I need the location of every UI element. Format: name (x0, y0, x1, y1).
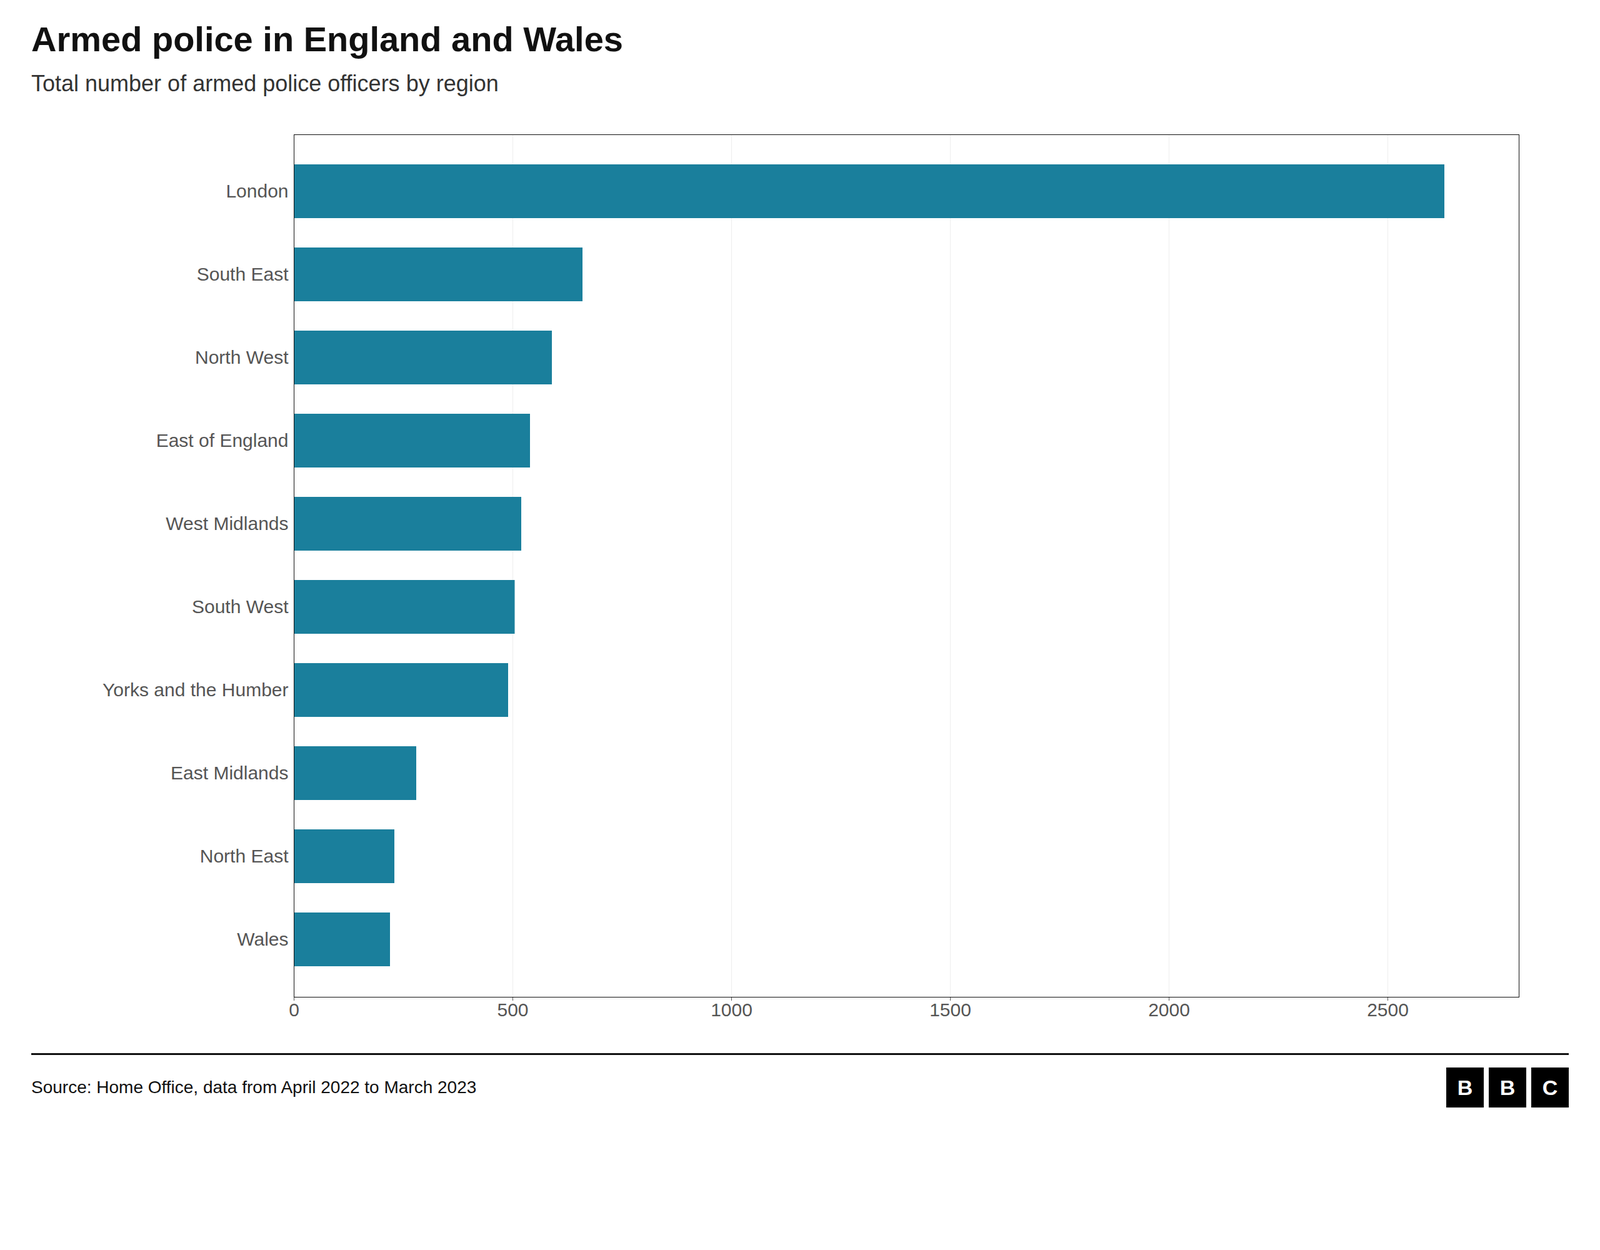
svg-text:East Midlands: East Midlands (170, 762, 289, 784)
svg-text:2000: 2000 (1148, 999, 1190, 1020)
html-text:B: B (1499, 1075, 1516, 1100)
svg-text:Wales: Wales (236, 928, 289, 950)
svg-text:London: London (225, 180, 289, 202)
html-text:Source: Home Office, data from: Source: Home Office, data from April 202… (31, 1077, 477, 1097)
svg-text:500: 500 (496, 999, 529, 1020)
html-text:B: B (1457, 1075, 1473, 1100)
svg-text:2500: 2500 (1366, 999, 1409, 1020)
svg-text:Yorks and the Humber: Yorks and the Humber (102, 679, 289, 700)
svg-text:West Midlands: West Midlands (165, 513, 289, 534)
svg-text:1000: 1000 (710, 999, 753, 1020)
html-text:Armed police in England and Wa: Armed police in England and Wales (31, 19, 624, 59)
svg-text:1500: 1500 (929, 999, 972, 1020)
svg-text:North East: North East (200, 845, 289, 867)
svg-text:South East: South East (196, 263, 289, 285)
svg-text:0: 0 (288, 999, 300, 1020)
svg-text:North West: North West (195, 346, 289, 368)
html-text:C: C (1542, 1075, 1558, 1100)
html-text:Total number of armed police o: Total number of armed police officers by… (31, 70, 499, 97)
svg-text:South West: South West (191, 596, 289, 617)
svg-text:East of England: East of England (156, 430, 289, 451)
